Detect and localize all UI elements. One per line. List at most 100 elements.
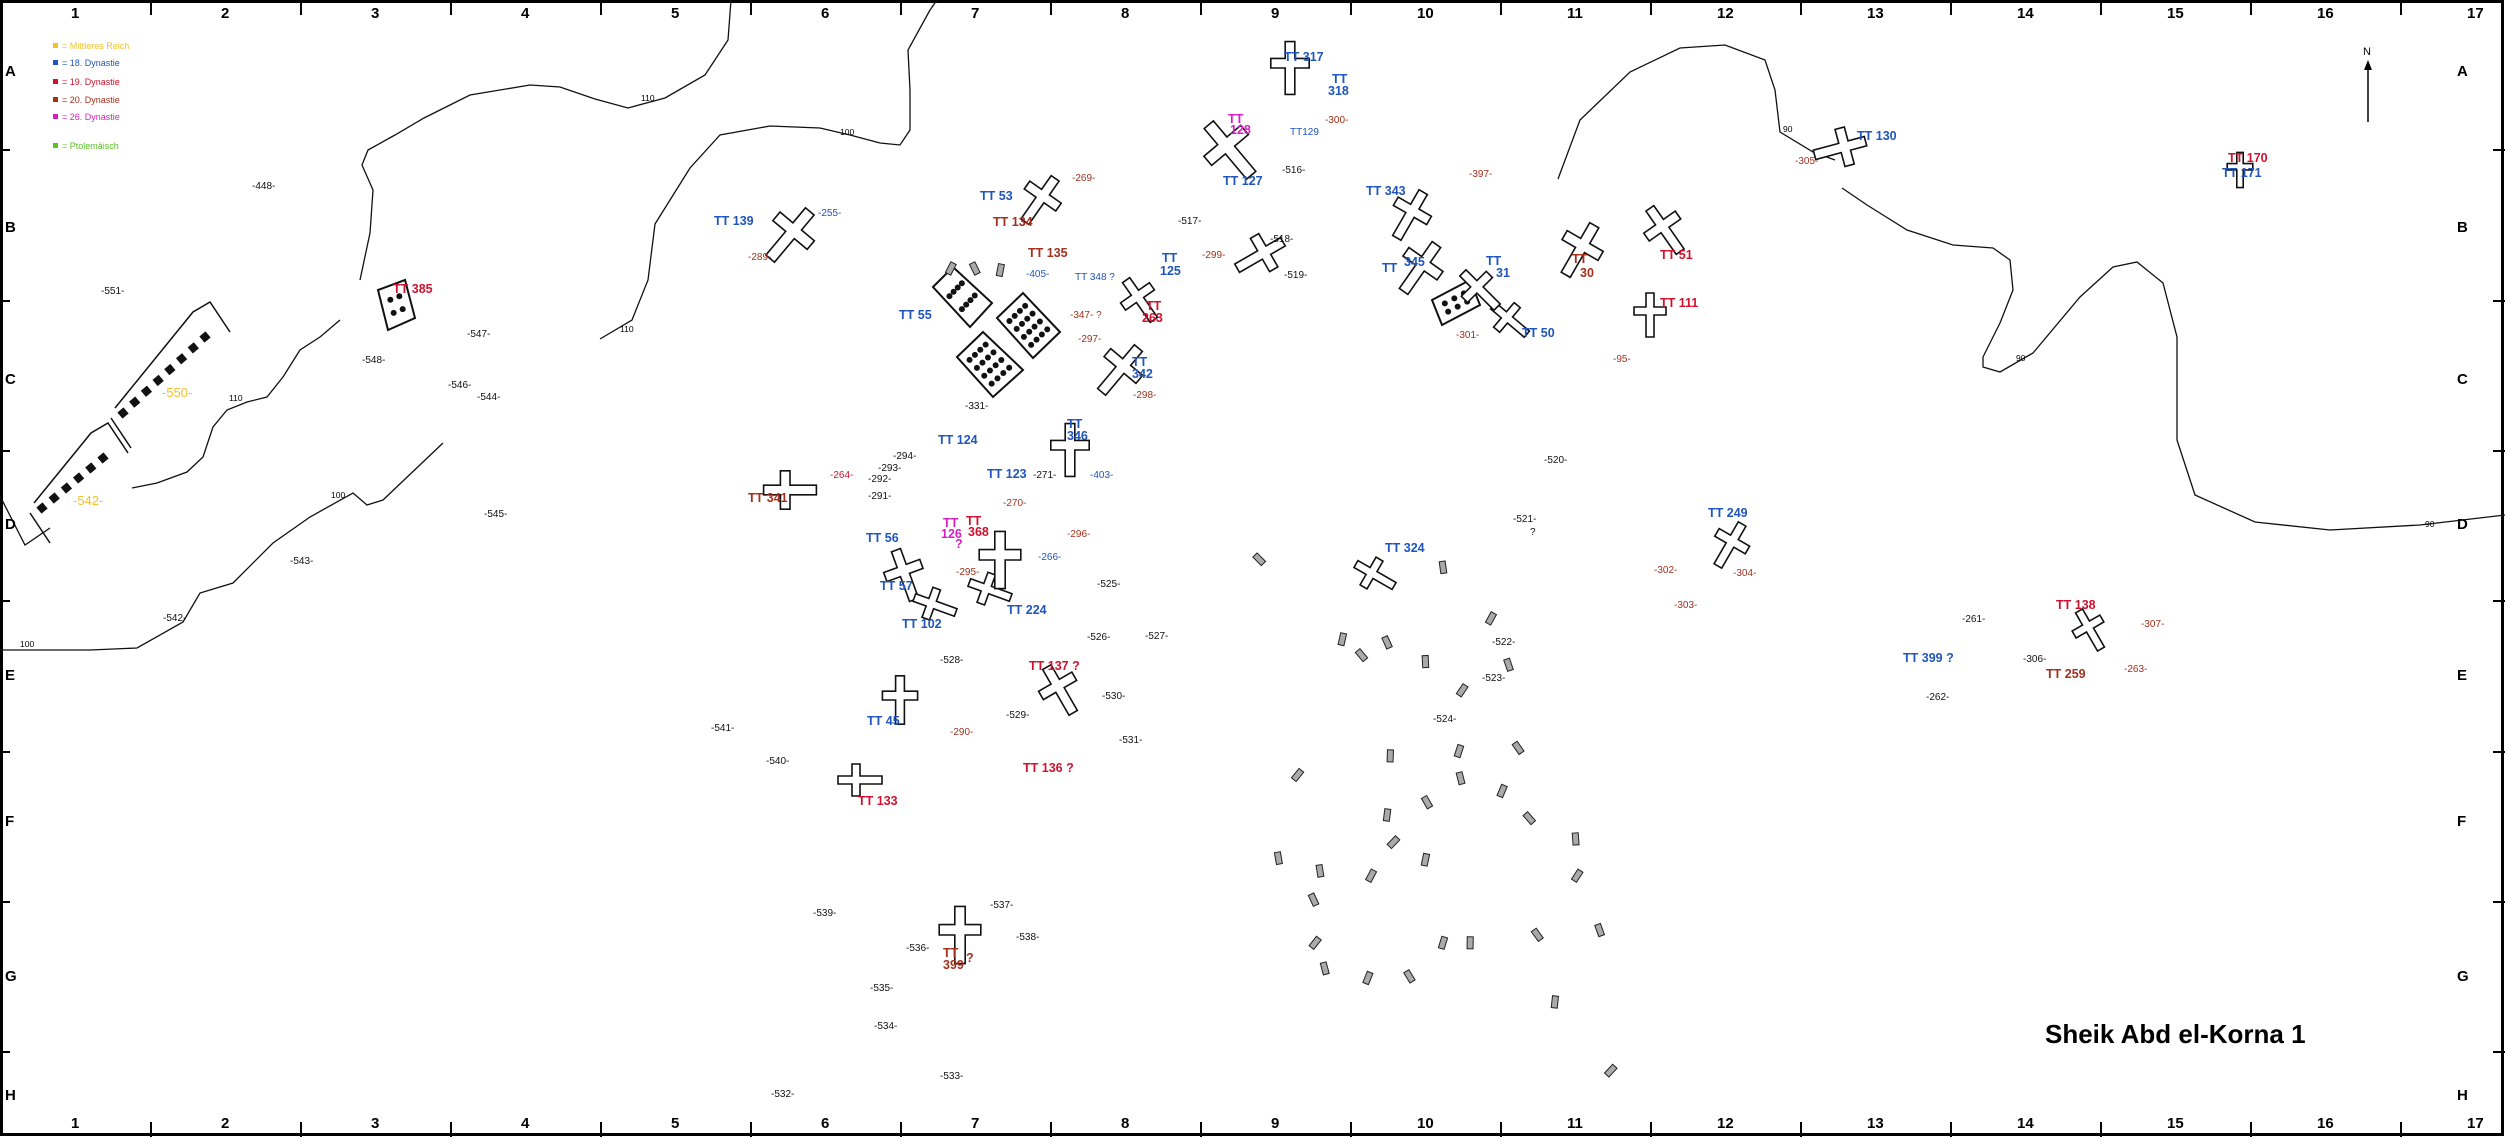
tomb-number-label: TT 135 — [1028, 246, 1068, 260]
tomb-id-label: -535- — [870, 983, 893, 994]
shaft-marker — [1362, 970, 1374, 986]
column-label-top: 15 — [2167, 5, 2184, 22]
pillar — [1022, 302, 1029, 309]
pillar — [117, 407, 129, 419]
pillar — [1031, 323, 1038, 330]
tomb-id-label: -542- — [163, 613, 186, 624]
pillar — [399, 306, 406, 313]
tomb-id-label: -536- — [906, 943, 929, 954]
shaft-marker — [1571, 832, 1580, 846]
tomb-id-label: -540- — [766, 756, 789, 767]
tomb-id-label: -521- — [1513, 514, 1536, 525]
shaft-marker — [1503, 657, 1514, 673]
shaft-marker — [1455, 682, 1469, 698]
tomb-number-label: TT 133 — [858, 794, 898, 808]
column-label-top: 5 — [671, 5, 679, 22]
tomb-id-label: -303- — [1674, 600, 1697, 611]
column-label-bottom: 5 — [671, 1115, 679, 1132]
pillar — [982, 341, 989, 348]
column-label-top: 6 — [821, 5, 829, 22]
column-label-bottom: 11 — [1567, 1115, 1583, 1132]
pillar — [971, 351, 978, 358]
pillar — [1011, 312, 1018, 319]
tomb-id-label: -264- — [830, 470, 853, 481]
tomb-id-label: -95- — [1613, 354, 1631, 365]
tt55-hall — [931, 265, 994, 329]
tomb-550-facade — [114, 300, 231, 409]
tomb-id-label: -292- — [868, 474, 891, 485]
row-label-left: C — [5, 371, 16, 388]
pillar — [992, 362, 999, 369]
legend-swatch — [53, 43, 58, 48]
north-label: N — [2363, 46, 2371, 58]
contour-elevation-label: 110 — [620, 324, 634, 334]
pillar — [973, 364, 980, 371]
tomb-542-facade — [33, 421, 129, 504]
shaft-marker — [1466, 936, 1474, 950]
tomb-id-label: TT 348 ? — [1075, 272, 1115, 283]
shaft-marker — [1381, 635, 1393, 650]
tomb-number-label: TT 139 — [714, 214, 754, 228]
tomb-plan — [1391, 188, 1433, 242]
tomb-id-label: -304- — [1733, 568, 1756, 579]
row-label-right: D — [2457, 516, 2468, 533]
tomb-id-label: -294- — [893, 451, 916, 462]
pillar — [967, 297, 974, 304]
tomb-number-label: TT — [1067, 417, 1083, 431]
tomb-plan — [1119, 276, 1159, 324]
contour-elevation-label: 110 — [229, 393, 243, 403]
row-label-left: E — [5, 667, 15, 684]
column-label-top: 17 — [2467, 5, 2484, 22]
tomb-id-label: -530- — [1102, 691, 1125, 702]
column-label-bottom: 13 — [1867, 1115, 1884, 1132]
row-label-right: E — [2457, 667, 2467, 684]
tomb-number-label: 126 — [941, 527, 962, 541]
contour-line — [131, 0, 732, 489]
tomb-id-label: -448- — [252, 181, 275, 192]
legend-swatch — [53, 60, 58, 65]
pillar — [72, 472, 85, 484]
pillar — [1033, 336, 1040, 343]
tomb-plan — [762, 469, 818, 511]
tomb-id-label: -547- — [467, 329, 490, 340]
shaft-marker — [1252, 552, 1267, 567]
contour-elevation-label: 90 — [2016, 353, 2026, 363]
tomb-number-label: 368 — [968, 525, 989, 539]
shaft-marker — [1382, 808, 1392, 822]
tomb-id-label: -307- — [2141, 619, 2164, 630]
row-label-right: G — [2457, 968, 2469, 985]
tomb-id-label: -543- — [290, 556, 313, 567]
shaft-marker — [1437, 935, 1449, 951]
tomb-number-label: TT — [1486, 254, 1502, 268]
tomb-number-label: TT — [943, 516, 959, 530]
tomb-id-label: -331- — [965, 401, 988, 412]
tomb-number-label: 399 — [943, 958, 964, 972]
column-label-bottom: 12 — [1717, 1115, 1734, 1132]
pillar — [958, 306, 965, 313]
tomb-plan — [1202, 119, 1257, 181]
tomb-number-label: TT — [966, 514, 982, 528]
shaft-marker — [1386, 835, 1401, 850]
tomb-number-label: TT 317 — [1284, 50, 1324, 64]
shaft-marker — [1603, 1063, 1618, 1078]
tomb-number-label: TT 50 — [1522, 326, 1555, 340]
shaft-marker — [1307, 892, 1320, 908]
tomb-id-label: -526- — [1087, 632, 1110, 643]
tomb-id-label: -518- — [1270, 234, 1293, 245]
tomb-number-label: TT 259 — [2046, 667, 2086, 681]
tomb-id-label: -296- — [1067, 529, 1090, 540]
shaft-marker — [1319, 961, 1330, 976]
pillar — [1024, 315, 1031, 322]
pillar — [60, 482, 73, 494]
tomb-id-label: -528- — [940, 655, 963, 666]
arrow-head-icon — [2364, 60, 2372, 70]
column-label-bottom: 15 — [2167, 1115, 2184, 1132]
tomb-plan — [938, 905, 982, 965]
tomb-number-label: TT — [1572, 252, 1588, 266]
tomb-plan — [1712, 520, 1751, 570]
tomb-number-label: TT — [1162, 251, 1178, 265]
row-label-left: D — [5, 516, 16, 533]
tomb-number-label: TT 102 — [902, 617, 942, 631]
